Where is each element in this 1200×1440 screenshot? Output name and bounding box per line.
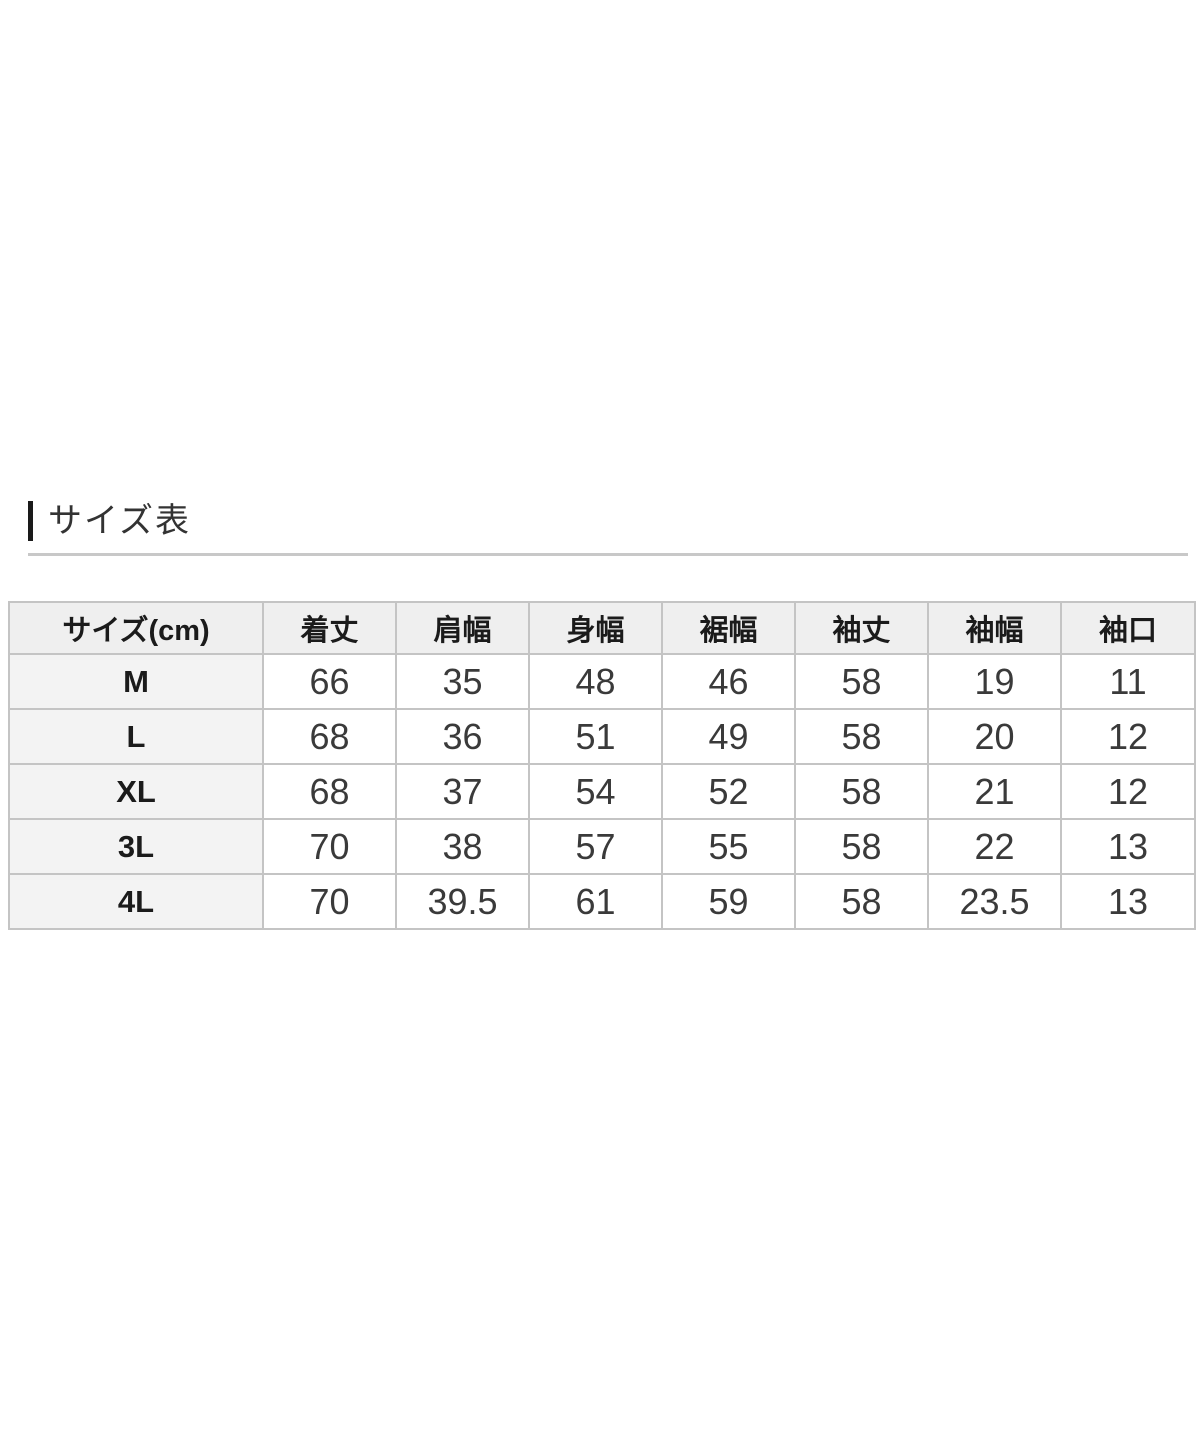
cell-value: 22 <box>927 818 1062 875</box>
cell-value: 11 <box>1060 653 1196 710</box>
cell-value: 13 <box>1060 873 1196 930</box>
column-header-hem-width: 裾幅 <box>661 601 796 655</box>
cell-value: 19 <box>927 653 1062 710</box>
cell-value: 70 <box>262 818 397 875</box>
column-header-shoulder-width: 肩幅 <box>395 601 530 655</box>
row-label: 3L <box>8 818 264 875</box>
cell-value: 70 <box>262 873 397 930</box>
table-row: XL 68 37 54 52 58 21 12 <box>8 763 1196 820</box>
column-header-size: サイズ(cm) <box>8 601 264 655</box>
title-accent-bar <box>28 501 33 541</box>
column-header-body-length: 着丈 <box>262 601 397 655</box>
cell-value: 21 <box>927 763 1062 820</box>
row-label: XL <box>8 763 264 820</box>
cell-value: 61 <box>528 873 663 930</box>
cell-value: 57 <box>528 818 663 875</box>
row-label: 4L <box>8 873 264 930</box>
section-title-block: サイズ表 <box>28 501 191 541</box>
cell-value: 58 <box>794 708 929 765</box>
cell-value: 23.5 <box>927 873 1062 930</box>
cell-value: 12 <box>1060 708 1196 765</box>
section-title: サイズ表 <box>48 502 191 540</box>
cell-value: 58 <box>794 763 929 820</box>
row-label: L <box>8 708 264 765</box>
row-label: M <box>8 653 264 710</box>
cell-value: 48 <box>528 653 663 710</box>
cell-value: 20 <box>927 708 1062 765</box>
cell-value: 35 <box>395 653 530 710</box>
table-row: 4L 70 39.5 61 59 58 23.5 13 <box>8 873 1196 930</box>
table-header-row: サイズ(cm) 着丈 肩幅 身幅 裾幅 袖丈 袖幅 袖口 <box>8 601 1196 655</box>
cell-value: 12 <box>1060 763 1196 820</box>
column-header-cuff: 袖口 <box>1060 601 1196 655</box>
cell-value: 58 <box>794 653 929 710</box>
cell-value: 49 <box>661 708 796 765</box>
column-header-sleeve-width: 袖幅 <box>927 601 1062 655</box>
cell-value: 46 <box>661 653 796 710</box>
cell-value: 58 <box>794 818 929 875</box>
cell-value: 38 <box>395 818 530 875</box>
cell-value: 59 <box>661 873 796 930</box>
table-row: L 68 36 51 49 58 20 12 <box>8 708 1196 765</box>
cell-value: 54 <box>528 763 663 820</box>
cell-value: 68 <box>262 708 397 765</box>
cell-value: 55 <box>661 818 796 875</box>
cell-value: 51 <box>528 708 663 765</box>
cell-value: 37 <box>395 763 530 820</box>
size-table-body: M 66 35 48 46 58 19 11 L 68 36 51 49 58 20 12 XL 68 37 54 52… <box>8 653 1196 930</box>
size-table: サイズ(cm) 着丈 肩幅 身幅 裾幅 袖丈 袖幅 袖口 M 66 35 48 46 58… <box>8 601 1196 930</box>
cell-value: 36 <box>395 708 530 765</box>
cell-value: 58 <box>794 873 929 930</box>
cell-value: 68 <box>262 763 397 820</box>
table-row: 3L 70 38 57 55 58 22 13 <box>8 818 1196 875</box>
cell-value: 52 <box>661 763 796 820</box>
column-header-sleeve-length: 袖丈 <box>794 601 929 655</box>
cell-value: 13 <box>1060 818 1196 875</box>
title-divider <box>28 553 1188 556</box>
column-header-chest-width: 身幅 <box>528 601 663 655</box>
cell-value: 39.5 <box>395 873 530 930</box>
table-row: M 66 35 48 46 58 19 11 <box>8 653 1196 710</box>
cell-value: 66 <box>262 653 397 710</box>
